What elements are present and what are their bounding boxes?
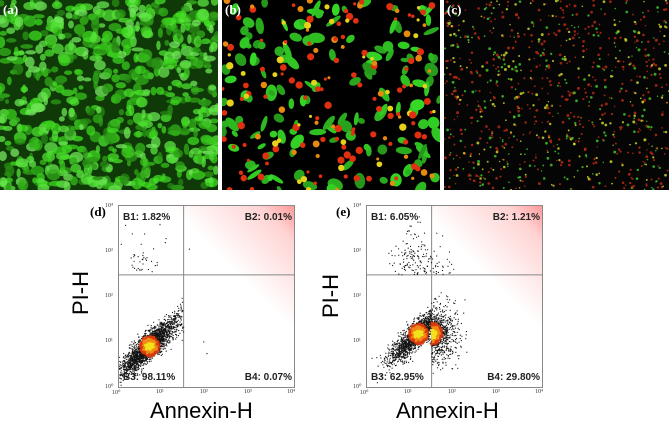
y-tick-d-3: 10³ — [105, 248, 113, 254]
panel-label-e: (e) — [336, 204, 351, 219]
x-tick-e-4: 10⁴ — [535, 389, 544, 395]
y-tick-d-2: 10² — [105, 293, 113, 299]
y-axis-title-e: PI-H — [318, 274, 343, 318]
y-tick-e-4: 10⁴ — [353, 203, 362, 209]
panel-label-a: (a) — [3, 2, 19, 17]
x-tick-d-4: 10⁴ — [287, 389, 296, 395]
scatter-e — [367, 206, 542, 387]
y-tick-e-3: 10³ — [353, 248, 361, 254]
x-tick-d-0: 10⁰ — [112, 390, 121, 396]
panel-label-b: (b) — [225, 2, 241, 17]
plot-area-e: B1: 6.05% B2: 1.21% B3: 62.95% B4: 29.80… — [366, 205, 543, 388]
quadrant-b1-d: B1: 1.82% — [123, 212, 171, 223]
y-tick-d-0: 10⁰ — [105, 384, 114, 390]
quadrant-b2-d: B2: 0.01% — [244, 212, 292, 223]
cell-layer-b — [222, 0, 440, 190]
x-tick-e-1: 10¹ — [404, 389, 412, 395]
micrograph-c-image — [444, 0, 669, 190]
y-tick-e-0: 10⁰ — [353, 384, 362, 390]
x-tick-d-2: 10² — [200, 389, 208, 395]
x-tick-d-3: 10³ — [244, 389, 252, 395]
scatter-d — [119, 206, 294, 387]
panel-label-d: (d) — [90, 204, 106, 219]
x-tick-e-3: 10³ — [492, 389, 500, 395]
quadrant-b4-e: B4: 29.80% — [487, 372, 540, 383]
x-tick-e-0: 10⁰ — [360, 390, 369, 396]
events-e — [371, 216, 468, 384]
plot-area-d: B1: 1.82% B2: 0.01% B3: 98.11% B4: 0.07% — [118, 205, 295, 388]
cell-layer-c — [444, 0, 669, 190]
y-tick-d-1: 10¹ — [105, 338, 113, 344]
micrograph-b: (b) — [222, 0, 440, 190]
micrograph-b-image — [222, 0, 440, 190]
x-axis-title-e: Annexin-H — [396, 398, 499, 423]
events-d — [119, 224, 208, 386]
panel-label-c: (c) — [447, 2, 462, 17]
x-tick-d-1: 10¹ — [156, 389, 164, 395]
x-axis-title-d: Annexin-H — [150, 398, 253, 423]
quadrant-b3-e: B3: 62.95% — [371, 372, 424, 383]
micrograph-a: (a) — [0, 0, 218, 190]
y-tick-e-1: 10¹ — [353, 338, 361, 344]
micrograph-a-image — [0, 0, 218, 190]
quadrant-b4-d: B4: 0.07% — [244, 372, 292, 383]
y-tick-e-2: 10² — [353, 293, 361, 299]
quadrant-b3-d: B3: 98.11% — [123, 372, 176, 383]
x-tick-e-2: 10² — [448, 389, 456, 395]
micrograph-c: (c) — [444, 0, 669, 190]
cell-layer-a — [0, 0, 218, 190]
y-tick-d-4: 10⁴ — [105, 203, 114, 209]
quadrant-b1-e: B1: 6.05% — [371, 212, 419, 223]
y-axis-title-d: PI-H — [68, 271, 93, 315]
quadrant-b2-e: B2: 1.21% — [492, 212, 540, 223]
